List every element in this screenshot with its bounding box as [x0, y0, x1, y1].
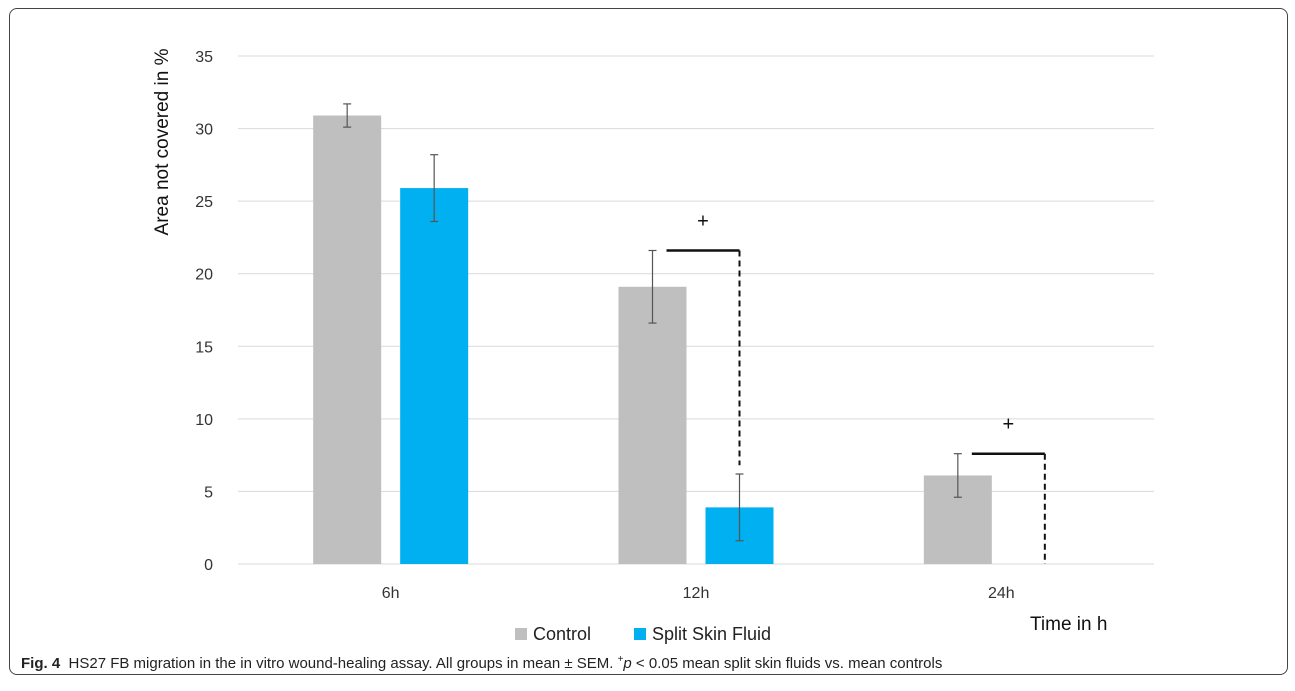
caption-text-b: < 0.05 mean split skin fluids vs. mean c…	[631, 655, 943, 672]
y-tick-label: 30	[195, 122, 213, 139]
bar-control	[313, 115, 382, 564]
error-bar	[343, 103, 352, 128]
caption-p: p	[623, 655, 632, 672]
error-bar	[430, 154, 439, 223]
error-bars	[343, 103, 962, 542]
figure-caption: Fig. 4 HS27 FB migration in the in vitro…	[21, 654, 1281, 672]
error-bar	[735, 473, 744, 542]
error-bar	[648, 249, 657, 324]
bars	[313, 115, 992, 564]
x-axis-title: Time in h	[1030, 614, 1107, 635]
y-tick-label: 10	[195, 412, 213, 429]
y-tick-label: 35	[195, 49, 213, 66]
caption-sup: +	[617, 654, 624, 665]
figure-frame	[9, 8, 1288, 675]
y-tick-labels: 0 5 10 15 20 25 30 35	[195, 49, 213, 574]
legend-label-split-skin-fluid: Split Skin Fluid	[652, 624, 771, 644]
x-tick-label: 12h	[683, 585, 710, 602]
y-tick-label: 20	[195, 267, 213, 284]
x-tick-label: 6h	[382, 585, 400, 602]
error-bar	[953, 453, 962, 498]
significance-bracket: +	[971, 414, 1046, 564]
caption-text-a: HS27 FB migration in the in vitro wound-…	[68, 655, 614, 672]
bar-split-skin-fluid	[400, 188, 469, 564]
legend-swatch-split-skin-fluid	[634, 628, 646, 640]
caption-label: Fig. 4	[21, 655, 61, 672]
y-tick-label: 5	[204, 484, 213, 501]
significance-annotations: ++	[666, 210, 1046, 564]
bar-control	[618, 286, 687, 564]
legend: Control Split Skin Fluid	[515, 624, 771, 644]
significance-bracket: +	[666, 210, 741, 466]
x-tick-label: 24h	[988, 585, 1015, 602]
legend-label-control: Control	[533, 624, 591, 644]
significance-marker: +	[697, 210, 709, 232]
significance-marker: +	[1002, 414, 1014, 436]
x-tick-labels: 6h 12h 24h	[382, 585, 1015, 602]
y-tick-label: 15	[195, 339, 213, 356]
y-tick-label: 25	[195, 194, 213, 211]
y-tick-label: 0	[204, 557, 213, 574]
gridlines	[238, 55, 1154, 565]
y-axis-title: Area not covered in %	[152, 48, 173, 235]
legend-swatch-control	[515, 628, 527, 640]
